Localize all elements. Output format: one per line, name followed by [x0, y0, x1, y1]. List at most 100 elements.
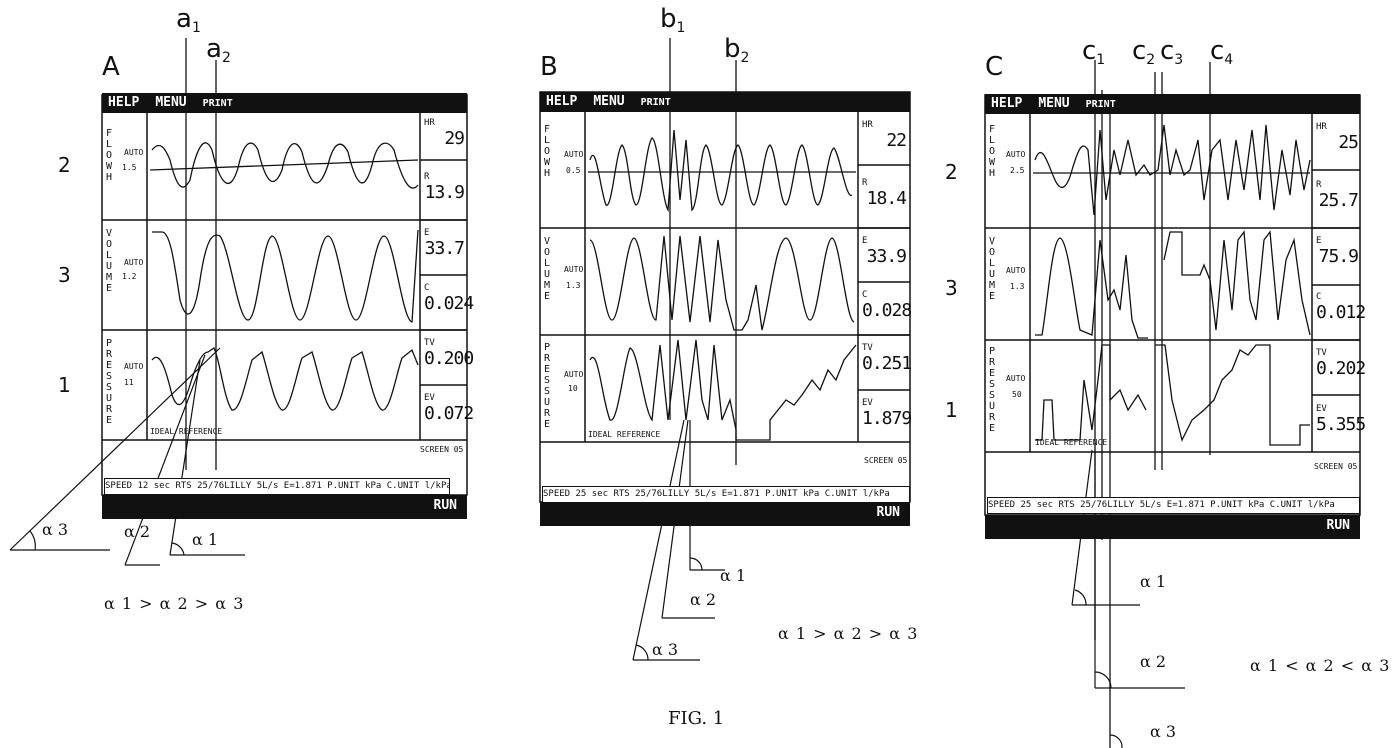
- panel-b-volume-trace: [589, 235, 855, 331]
- panel-c-angle-1: α 1: [1140, 572, 1167, 591]
- help-menu[interactable]: HELP: [546, 94, 578, 109]
- panel-b-readout-c: C 0.028: [862, 290, 912, 321]
- panel-b-angle-2: α 2: [690, 590, 717, 609]
- panel-c-side-label-3: 3: [945, 276, 958, 300]
- panel-a-cursor-1-label: a1: [176, 4, 201, 36]
- panel-c-auto-1: AUTO: [1006, 150, 1026, 159]
- panel-c-angle-construction: [1071, 449, 1185, 748]
- panel-b-readout-ev: EV 1.879: [862, 398, 912, 429]
- panel-b-scale-3: 10: [568, 384, 578, 393]
- panel-a-auto-1: AUTO: [124, 148, 144, 157]
- panel-a-relation: α 1 > α 2 > α 3: [104, 594, 245, 613]
- panel-b-auto-3: AUTO: [564, 370, 584, 379]
- panel-c-menu-bar: HELP MENU PRINT: [985, 94, 1360, 114]
- panel-b-angle-3: α 3: [652, 640, 679, 659]
- panel-c-readout-e: E 75.9: [1316, 236, 1359, 267]
- panel-c-cursor-2-label: c2: [1132, 36, 1156, 68]
- panel-a-flow-trace: [149, 142, 419, 189]
- panel-b-pressure-trace: [589, 339, 857, 441]
- panel-b-readout-r: R 18.4: [862, 178, 907, 209]
- panel-c-pressure-trace: [1035, 344, 1310, 446]
- panel-a-side-label-3: 3: [58, 263, 71, 287]
- panel-a-angle-3: α 3: [42, 520, 69, 539]
- panel-c-auto-3: AUTO: [1006, 374, 1026, 383]
- menu-menu[interactable]: MENU: [1038, 96, 1070, 111]
- panel-a-pressure-trace: [151, 347, 419, 411]
- panel-a-readout-ev: EV 0.072: [424, 393, 474, 424]
- panel-b-trace-label-volume: VOLUME: [543, 236, 551, 302]
- run-button[interactable]: RUN: [1326, 518, 1350, 533]
- panel-a-status-bar: SPEED 12 sec RTS 25/76LILLY 5L/s E=1.871…: [104, 478, 450, 495]
- panel-a-scale-3: 11: [124, 378, 134, 387]
- panel-b-angle-1: α 1: [720, 566, 747, 585]
- panel-a-volume-trace: [152, 229, 419, 323]
- panel-a-scale-1: 1.5: [122, 163, 137, 172]
- panel-a-trace-label-flow: FLOWH: [105, 128, 113, 183]
- menu-menu[interactable]: MENU: [593, 94, 625, 109]
- panel-a-angle-construction: [9, 347, 245, 566]
- panel-a-readout-tv: TV 0.200: [424, 338, 474, 369]
- panel-c-trace-label-volume: VOLUME: [988, 236, 996, 302]
- print-button[interactable]: PRINT: [1085, 99, 1116, 110]
- menu-menu[interactable]: MENU: [155, 95, 187, 110]
- panel-c-screen-label: SCREEN 05: [1314, 462, 1358, 471]
- panel-c-trace-label-pressure: PRESSURE: [988, 346, 996, 434]
- panel-c-side-label-2: 2: [945, 160, 958, 184]
- panel-c-cursor-3-label: c3: [1160, 36, 1184, 68]
- panel-b-cursor-1-label: b1: [660, 4, 686, 36]
- panel-a-screen-label: SCREEN 05: [420, 445, 464, 454]
- panel-b-reference: IDEAL REFERENCE: [588, 430, 661, 439]
- panel-b-relation: α 1 > α 2 > α 3: [778, 624, 919, 643]
- panel-a-auto-2: AUTO: [124, 258, 144, 267]
- panel-b-screen-label: SCREEN 05: [864, 456, 908, 465]
- panel-c-trace-label-flow: FLOWH: [988, 124, 996, 179]
- panel-b-menu-bar: HELP MENU PRINT: [540, 92, 910, 112]
- run-button[interactable]: RUN: [433, 498, 457, 513]
- panel-c-readout-ev: EV 5.355: [1316, 404, 1366, 435]
- panel-b-readout-tv: TV 0.251: [862, 343, 912, 374]
- panel-c-scale-2: 1.3: [1010, 282, 1025, 291]
- help-menu[interactable]: HELP: [991, 96, 1023, 111]
- panel-c-angle-2: α 2: [1140, 652, 1167, 671]
- panel-a-readout-e: E 33.7: [424, 228, 465, 259]
- panel-a-cursor-2-label: a2: [206, 34, 231, 66]
- panel-c-letter: C: [985, 52, 1004, 82]
- panel-b-scale-2: 1.3: [566, 281, 581, 290]
- panel-a-reference: IDEAL REFERENCE: [150, 427, 223, 436]
- panel-c-readout-r: R 25.7: [1316, 180, 1359, 211]
- panel-b-readout-hr: HR 22: [862, 120, 907, 151]
- panel-a-readout-r: R 13.9: [424, 172, 465, 203]
- panel-c-side-label-1: 1: [945, 398, 958, 422]
- run-button[interactable]: RUN: [876, 505, 900, 520]
- panel-b-status-bar: SPEED 25 sec RTS 25/76LILLY 5L/s E=1.871…: [542, 486, 910, 503]
- panel-c-run-bar: RUN: [985, 515, 1360, 539]
- panel-a-readout-c: C 0.024: [424, 283, 474, 314]
- panel-c-cursor-1-label: c1: [1082, 36, 1106, 68]
- panel-a-side-label-1: 1: [58, 373, 71, 397]
- panel-c-status-bar: SPEED 25 sec RTS 25/76LILLY 5L/s E=1.871…: [987, 497, 1360, 514]
- panel-b-trace-label-flow: FLOWH: [543, 124, 551, 179]
- panel-a-trace-label-pressure: PRESSURE: [105, 338, 113, 426]
- help-menu[interactable]: HELP: [108, 95, 140, 110]
- panel-a-angle-1: α 1: [192, 530, 219, 549]
- panel-b-scale-1: 0.5: [566, 166, 581, 175]
- panel-b-flow-trace: [588, 129, 856, 213]
- panel-c-readout-hr: HR 25: [1316, 122, 1359, 153]
- panel-c-scale-1: 2.5: [1010, 166, 1025, 175]
- print-button[interactable]: PRINT: [202, 98, 233, 109]
- panel-c-angle-3: α 3: [1150, 722, 1177, 741]
- panel-c-relation: α 1 < α 2 < α 3: [1250, 656, 1391, 675]
- panel-c-flow-trace: [1033, 124, 1311, 216]
- panel-c-readout-tv: TV 0.202: [1316, 348, 1366, 379]
- panel-c-auto-2: AUTO: [1006, 266, 1026, 275]
- panel-b-run-bar: RUN: [540, 502, 910, 526]
- panel-b-angle-construction: [632, 419, 725, 661]
- panel-a-trace-label-volume: VOLUME: [105, 228, 113, 294]
- panel-b-letter: B: [540, 52, 558, 82]
- panel-a-side-label-2: 2: [58, 153, 71, 177]
- panel-c-reference: IDEAL REFERENCE: [1035, 438, 1108, 447]
- panel-b-auto-2: AUTO: [564, 265, 584, 274]
- panel-b-auto-1: AUTO: [564, 150, 584, 159]
- panel-c-scale-3: 50: [1012, 390, 1022, 399]
- print-button[interactable]: PRINT: [640, 97, 671, 108]
